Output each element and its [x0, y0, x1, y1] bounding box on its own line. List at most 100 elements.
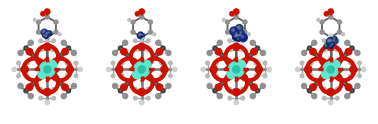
Circle shape [325, 66, 331, 73]
Circle shape [138, 69, 145, 75]
Circle shape [362, 67, 366, 72]
Circle shape [65, 74, 69, 78]
Circle shape [239, 34, 241, 36]
Circle shape [215, 74, 218, 78]
Circle shape [312, 40, 317, 45]
Circle shape [61, 40, 66, 45]
Circle shape [39, 87, 43, 91]
Circle shape [234, 32, 241, 39]
Circle shape [329, 35, 333, 39]
Circle shape [38, 69, 48, 79]
Circle shape [206, 61, 209, 65]
Circle shape [327, 66, 334, 73]
Circle shape [210, 66, 217, 73]
Circle shape [330, 40, 332, 41]
Circle shape [141, 60, 151, 70]
Circle shape [355, 50, 360, 55]
Circle shape [169, 74, 172, 78]
Circle shape [133, 87, 137, 91]
Circle shape [236, 35, 238, 37]
Circle shape [333, 39, 335, 41]
Circle shape [322, 48, 326, 51]
Circle shape [358, 61, 361, 65]
Circle shape [247, 33, 250, 36]
Circle shape [243, 30, 247, 34]
Circle shape [37, 20, 40, 24]
Circle shape [48, 32, 50, 33]
Circle shape [251, 84, 257, 90]
Circle shape [201, 67, 205, 72]
Circle shape [358, 74, 361, 78]
Circle shape [345, 48, 352, 55]
Circle shape [66, 66, 73, 73]
Circle shape [234, 15, 238, 19]
Circle shape [350, 66, 357, 73]
Circle shape [328, 100, 333, 105]
Circle shape [18, 83, 23, 88]
Circle shape [300, 61, 304, 65]
Circle shape [235, 32, 237, 34]
Circle shape [305, 66, 312, 73]
Circle shape [65, 61, 69, 65]
Circle shape [139, 33, 142, 36]
Circle shape [322, 39, 326, 43]
Circle shape [207, 50, 212, 55]
Circle shape [138, 43, 145, 50]
Circle shape [132, 69, 143, 79]
Circle shape [47, 66, 53, 73]
Circle shape [329, 39, 333, 43]
Circle shape [237, 38, 239, 39]
Circle shape [140, 33, 143, 36]
Circle shape [230, 12, 234, 16]
Circle shape [45, 35, 48, 38]
Circle shape [324, 12, 328, 16]
Circle shape [41, 12, 45, 16]
Circle shape [230, 27, 238, 35]
Circle shape [215, 84, 222, 90]
Circle shape [135, 63, 148, 76]
Circle shape [43, 34, 46, 38]
Circle shape [234, 34, 239, 39]
Circle shape [39, 96, 43, 100]
Circle shape [113, 50, 118, 55]
Circle shape [41, 29, 48, 35]
Circle shape [327, 88, 334, 96]
Circle shape [227, 69, 237, 79]
Circle shape [131, 30, 135, 34]
Circle shape [332, 43, 333, 45]
Circle shape [149, 30, 152, 34]
Circle shape [334, 37, 335, 38]
Circle shape [44, 69, 51, 75]
Circle shape [323, 62, 339, 77]
Circle shape [215, 48, 222, 55]
Circle shape [71, 83, 76, 88]
Circle shape [46, 11, 49, 14]
Circle shape [232, 29, 234, 31]
Circle shape [161, 66, 168, 73]
Circle shape [243, 20, 247, 24]
Circle shape [26, 74, 29, 78]
Circle shape [46, 40, 49, 43]
Circle shape [39, 62, 55, 77]
Circle shape [330, 66, 337, 73]
Circle shape [237, 26, 240, 29]
Circle shape [41, 66, 48, 73]
Circle shape [17, 74, 20, 78]
Circle shape [26, 48, 33, 55]
Circle shape [320, 30, 324, 34]
Circle shape [146, 96, 150, 100]
Circle shape [241, 87, 245, 91]
Circle shape [335, 87, 339, 91]
Circle shape [45, 35, 49, 39]
Circle shape [43, 43, 51, 50]
Circle shape [327, 39, 331, 43]
Circle shape [327, 69, 334, 75]
Circle shape [139, 100, 144, 105]
Circle shape [28, 40, 33, 45]
Circle shape [137, 33, 143, 38]
Circle shape [45, 34, 50, 39]
Circle shape [329, 40, 332, 43]
Circle shape [234, 100, 239, 105]
Circle shape [62, 48, 68, 55]
Circle shape [263, 74, 267, 78]
